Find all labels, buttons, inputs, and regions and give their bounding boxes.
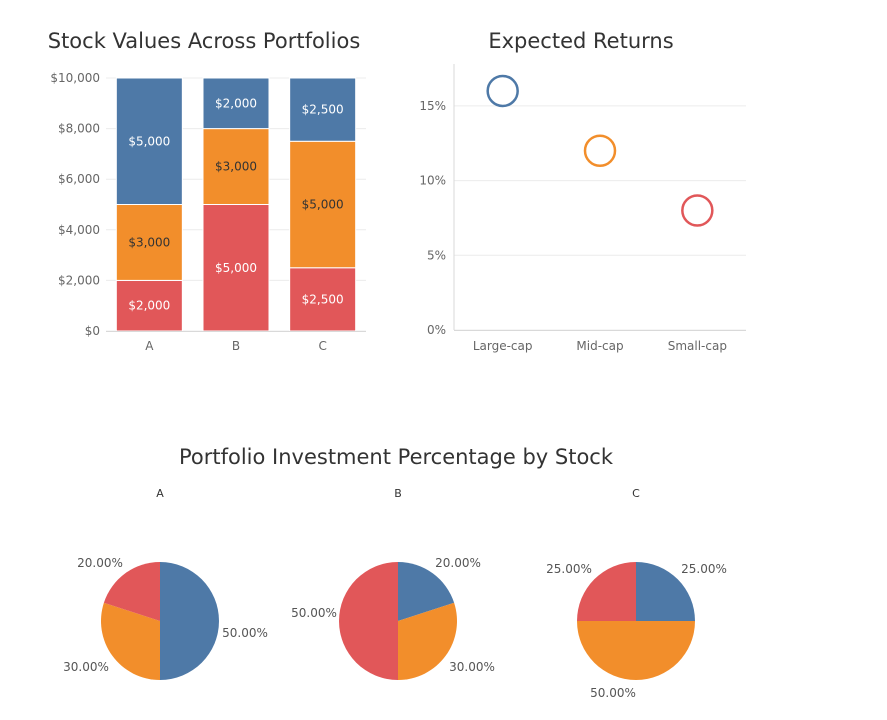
pie-slice-label: 50.00% [291,606,337,620]
bar-segment [202,77,270,130]
bar-y-tick-label: $8,000 [58,122,100,136]
scatter-y-tick-label: 0% [427,323,446,337]
pie-slice [101,602,160,680]
bar-y-tick-label: $4,000 [58,223,100,237]
pie-subtitle: A [156,487,164,500]
pie-slice [398,602,457,680]
pie-slice-label: 30.00% [449,660,495,674]
scatter-chart-title: Expected Returns [488,29,673,53]
bar-segment [202,128,270,206]
scatter-point [486,74,519,108]
pie-slice-label: 25.00% [681,562,727,576]
bar-data-label: $5,000 [302,198,344,212]
pie-slice [636,562,695,621]
bar-y-tick-label: $2,000 [58,273,100,287]
pie-slice [398,562,455,621]
scatter-x-tick-label: Small-cap [668,339,727,353]
bar-y-tick-label: $0 [85,324,100,338]
pie-chart-title: Portfolio Investment Percentage by Stock [179,445,614,469]
bar-data-label: $3,000 [128,235,170,249]
bar-data-label: $3,000 [215,160,257,174]
bar-data-label: $5,000 [128,134,170,148]
pie-slice [103,562,160,621]
bar-data-label: $2,000 [128,299,170,313]
bar-data-label: $2,500 [302,103,344,117]
pie-charts: A 50.00% 30.00% 20.00% B 20.00% 30.00% 50.00% C 2… [63,487,727,700]
scatter-x-tick-label: Large-cap [473,339,533,353]
pie-slice [160,562,219,680]
pie-slice [577,621,695,680]
bar-x-tick-label: B [232,339,240,353]
bar-segment [289,77,357,142]
pie-slice-label: 20.00% [77,556,123,570]
scatter-point [583,134,617,167]
bar-segment [289,267,357,332]
scatter-chart: 0% 5% 10% 15% Large-cap Mid-cap Small-cap [419,64,746,353]
bar-data-label: $2,500 [302,292,344,306]
pie-slice-label: 30.00% [63,660,109,674]
bar-x-tick-label: A [145,339,154,353]
bar-data-label: $2,000 [215,96,257,110]
pie-slice-label: 25.00% [546,562,592,576]
bar-segment [115,77,183,205]
bar-segment [115,204,183,281]
pie-slice-label: 20.00% [435,556,481,570]
bar-data-label: $5,000 [215,261,257,275]
pie-subtitle: C [632,487,640,500]
scatter-y-tick-label: 15% [419,99,446,113]
pie-subtitle: B [394,487,402,500]
bar-chart: $0 $2,000 $4,000 $6,000 $8,000 $10,000 $2,000 $… [50,71,366,353]
bar-chart-title: Stock Values Across Portfolios [48,29,361,53]
pie-slice-label: 50.00% [222,626,268,640]
scatter-y-tick-label: 5% [427,248,446,262]
bar-segment [289,140,357,269]
pie-slice [339,562,398,680]
scatter-x-tick-label: Mid-cap [576,339,623,353]
pie-slice-label: 50.00% [590,686,636,700]
bar-x-tick-label: C [318,339,326,353]
pie-slice [577,562,636,621]
bar-y-tick-label: $10,000 [50,71,100,85]
scatter-y-tick-label: 10% [419,174,446,188]
bar-y-tick-label: $6,000 [58,172,100,186]
scatter-point [681,194,714,227]
